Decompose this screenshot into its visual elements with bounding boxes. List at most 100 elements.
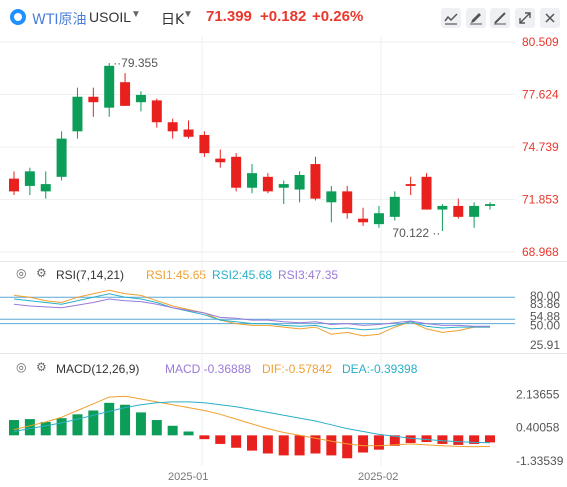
rsi3-value: RSI3:47.35 [278, 268, 339, 282]
macd-histogram-bar [326, 435, 337, 456]
close-button[interactable] [540, 8, 560, 28]
macd-histogram-bar [310, 435, 321, 454]
candle-body [405, 184, 416, 186]
rsi1-value: RSI1:45.65 [146, 268, 207, 282]
price-change-percent: +0.26% [312, 8, 364, 25]
eye-icon[interactable]: ◎ [16, 360, 27, 374]
macd-axis-label: 2.13655 [516, 388, 560, 402]
price-axis-label: 68.968 [522, 245, 559, 259]
dif-value: DIF:-0.57842 [262, 362, 333, 376]
candle-body [56, 138, 67, 177]
macd-histogram-bar [262, 435, 273, 454]
candle-body [247, 173, 257, 188]
price-change: +0.182 [260, 8, 307, 25]
macd-histogram-bar [389, 435, 400, 446]
candle-body [199, 134, 210, 154]
line-chart-button[interactable] [441, 8, 461, 28]
macd-histogram-bar [373, 435, 384, 450]
panel-divider [0, 353, 567, 354]
candle-body [167, 122, 178, 132]
gear-icon[interactable]: ⚙ [36, 360, 47, 374]
macd-histogram-bar [120, 404, 131, 436]
candle-body [104, 65, 115, 108]
candle-body [294, 174, 305, 190]
high-price-label: ··79.355 [113, 56, 158, 70]
macd-histogram-bar [167, 425, 178, 436]
symbol-logo-icon [10, 9, 26, 25]
candle-body [231, 156, 242, 188]
candle-body [358, 218, 369, 223]
candle-body [151, 100, 162, 123]
rsi-axis-label: 83.86 [530, 297, 560, 311]
macd-histogram-bar [72, 414, 83, 436]
candle-body [72, 96, 83, 132]
candle-body [310, 164, 321, 199]
macd-histogram-bar [358, 435, 369, 453]
macd-histogram-bar [199, 435, 210, 440]
price-axis-label: 80.509 [522, 35, 559, 49]
macd-histogram-bar [485, 435, 495, 443]
macd-histogram-bar [421, 435, 432, 443]
candle-body [40, 184, 51, 192]
low-price-label: 70.122 ·· [392, 226, 440, 240]
candle-body [469, 205, 480, 217]
macd-axis-label: -1.33539 [516, 454, 564, 468]
macd-histogram-bar [437, 435, 448, 444]
macd-histogram-bar [40, 421, 51, 436]
candle-body [88, 96, 99, 103]
candle-body [453, 205, 464, 217]
candle-body [135, 94, 146, 103]
macd-histogram-bar [453, 435, 464, 445]
macd-histogram-bar [135, 412, 146, 436]
macd-title: MACD(12,26,9) [56, 362, 140, 376]
rsi3-line [13, 298, 490, 327]
macd-histogram-bar [405, 435, 416, 443]
macd-histogram-bar [231, 435, 242, 448]
rsi-axis-label: 54.88 [530, 309, 560, 323]
timeframe-selector[interactable]: 日K [161, 12, 185, 28]
rsi-axis-label: 50.00 [530, 319, 560, 333]
candle-body [262, 176, 273, 192]
candle-body [389, 196, 400, 217]
dif-line [13, 395, 491, 448]
close-icon [545, 13, 555, 23]
candle-body [278, 184, 289, 188]
macd-histogram-bar [183, 431, 194, 436]
time-axis-label: 2025-02 [358, 471, 398, 483]
drawing-icon [494, 12, 506, 25]
panel-divider [0, 261, 567, 262]
macd-value: MACD:-0.36888 [165, 362, 252, 376]
rsi-title: RSI(7,14,21) [56, 268, 125, 282]
edit-icon [470, 13, 482, 25]
symbol-name[interactable]: WTI原油 [32, 12, 87, 28]
candle-body [373, 213, 384, 225]
eye-icon[interactable]: ◎ [16, 266, 27, 280]
rsi-axis-label: 80.00 [530, 289, 560, 303]
price-axis-label: 74.739 [522, 140, 559, 154]
candle-body [326, 191, 337, 203]
timeframe-dropdown-icon[interactable]: ▼ [183, 9, 193, 20]
candle-body [421, 176, 432, 210]
candle-body [183, 129, 194, 137]
price-axis-label: 71.853 [522, 193, 559, 207]
macd-histogram-bar [9, 420, 19, 436]
gear-icon[interactable]: ⚙ [36, 266, 47, 280]
macd-histogram-bar [215, 435, 226, 444]
candle-body [342, 191, 353, 214]
rsi2-value: RSI2:45.68 [212, 268, 273, 282]
rsi2-line [13, 293, 490, 331]
macd-axis-label: 0.40058 [516, 421, 560, 435]
candle-body [437, 205, 448, 210]
dea-value: DEA:-0.39398 [342, 362, 418, 376]
line-chart-icon [444, 13, 458, 25]
symbol-code[interactable]: USOIL [89, 9, 132, 25]
rsi-axis-label: 25.91 [530, 338, 560, 352]
last-price: 71.399 [206, 8, 252, 25]
drawing-button[interactable] [490, 8, 510, 28]
expand-button[interactable] [515, 8, 535, 28]
symbol-dropdown-icon[interactable]: ▼ [131, 9, 141, 20]
edit-button[interactable] [466, 8, 486, 28]
macd-histogram-bar [278, 435, 289, 456]
price-axis-label: 77.624 [522, 87, 559, 101]
